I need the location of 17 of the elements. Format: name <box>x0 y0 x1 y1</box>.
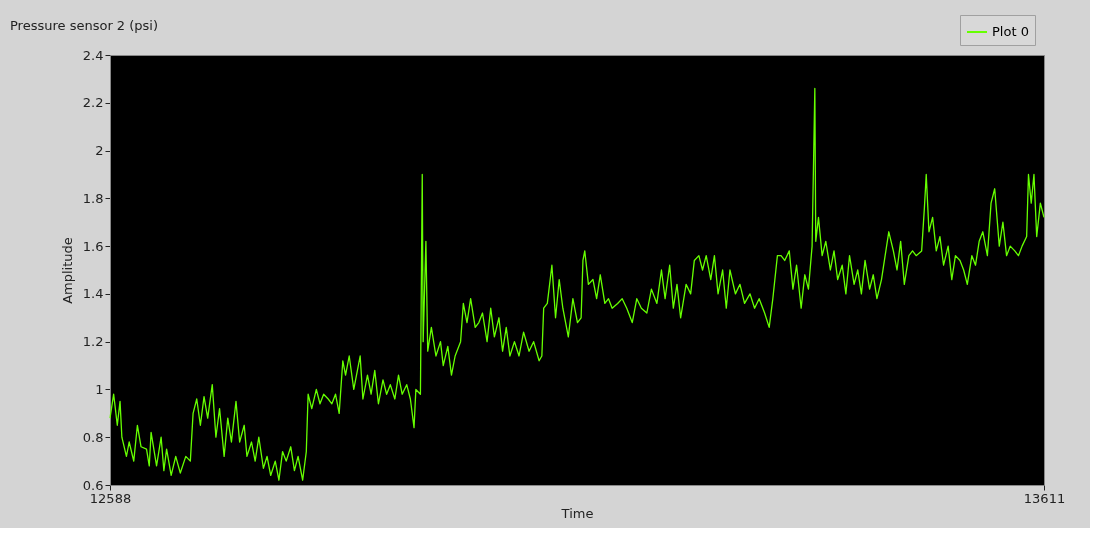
x-axis-title: Time <box>560 505 594 521</box>
y-tick-label: 1.4 <box>82 286 104 302</box>
y-axis-title: Amplitude <box>59 237 75 304</box>
y-tick-label: 1 <box>95 381 104 397</box>
x-tick-label: 13611 <box>1023 490 1066 506</box>
x-tick-label: 12588 <box>89 490 132 506</box>
y-tick-label: 1.2 <box>82 334 104 350</box>
y-tick-label: 1.8 <box>82 190 104 206</box>
line-series <box>109 87 1045 481</box>
y-tick-label: 0.6 <box>82 477 104 493</box>
chart-title: Pressure sensor 2 (psi) <box>10 18 159 33</box>
y-tick-label: 1.6 <box>82 238 104 254</box>
y-tick-label: 0.8 <box>82 429 104 445</box>
legend-label: Plot 0 <box>992 24 1029 39</box>
y-tick-label: 2.2 <box>82 95 104 111</box>
y-tick-label: 2.4 <box>82 47 104 63</box>
y-tick-label: 2 <box>95 143 104 159</box>
